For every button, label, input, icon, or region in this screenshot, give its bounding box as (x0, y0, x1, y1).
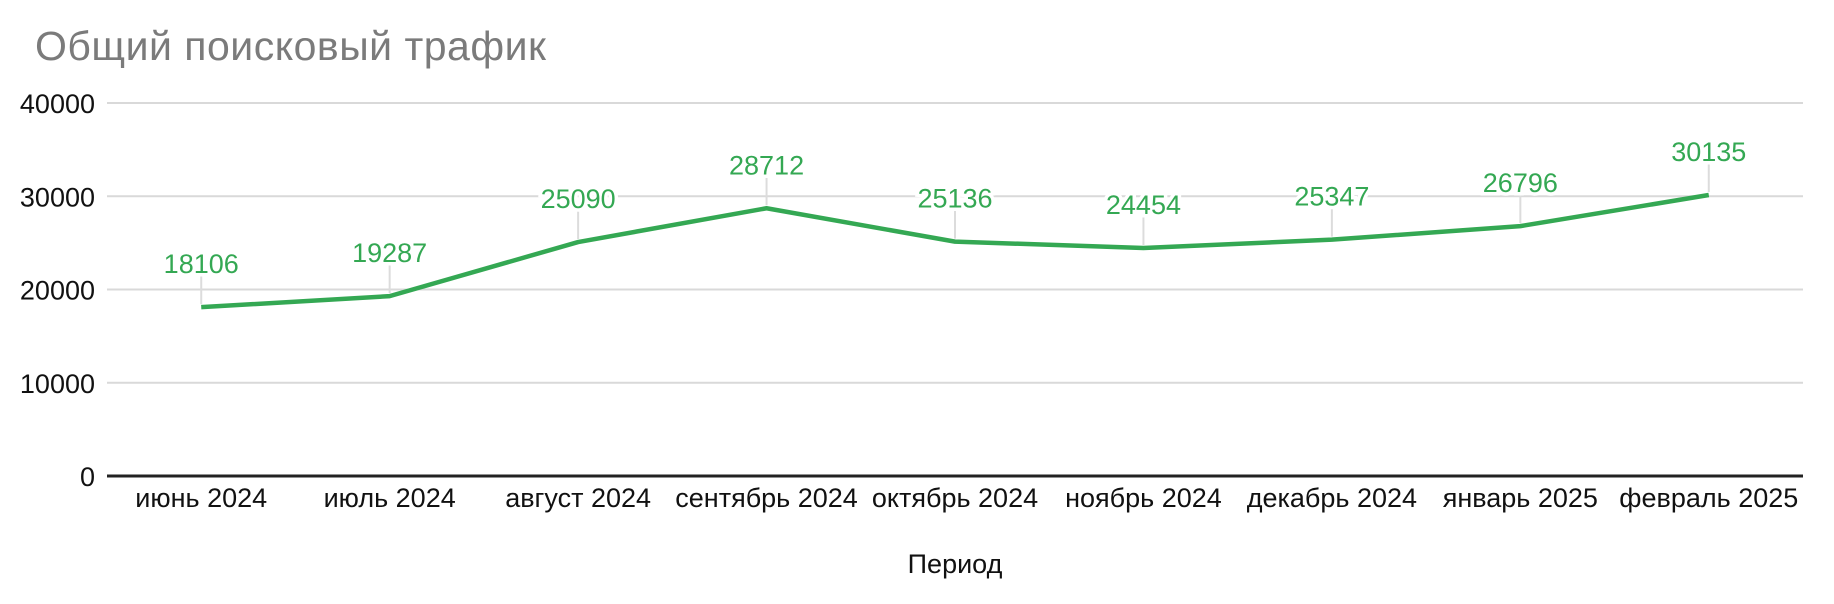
chart-title: Общий поисковый трафик (35, 23, 547, 69)
data-label: 26796 (1483, 168, 1558, 198)
data-label: 28712 (729, 150, 804, 180)
data-label: 30135 (1671, 137, 1746, 167)
series-line (201, 192, 1710, 310)
x-tick-label: январь 2025 (1443, 483, 1598, 513)
x-tick-label: октябрь 2024 (872, 483, 1038, 513)
x-tick-label: ноябрь 2024 (1065, 483, 1222, 513)
data-label: 24454 (1106, 190, 1181, 220)
x-tick-label: июнь 2024 (135, 483, 267, 513)
x-tick-label: июль 2024 (324, 483, 456, 513)
x-tick-label: декабрь 2024 (1247, 483, 1417, 513)
x-tick-label: сентябрь 2024 (675, 483, 858, 513)
y-tick-label: 20000 (20, 276, 95, 306)
y-tick-label: 40000 (20, 89, 95, 119)
x-tick-label: август 2024 (505, 483, 651, 513)
data-label: 19287 (352, 238, 427, 268)
data-label: 25136 (917, 184, 992, 214)
y-tick-label: 30000 (20, 182, 95, 212)
x-axis-title: Период (907, 549, 1003, 579)
data-label: 18106 (164, 249, 239, 279)
data-label: 25347 (1294, 182, 1369, 212)
data-label: 25090 (541, 184, 616, 214)
y-tick-label: 0 (80, 462, 95, 492)
y-tick-label: 10000 (20, 369, 95, 399)
x-tick-label: февраль 2025 (1619, 483, 1798, 513)
